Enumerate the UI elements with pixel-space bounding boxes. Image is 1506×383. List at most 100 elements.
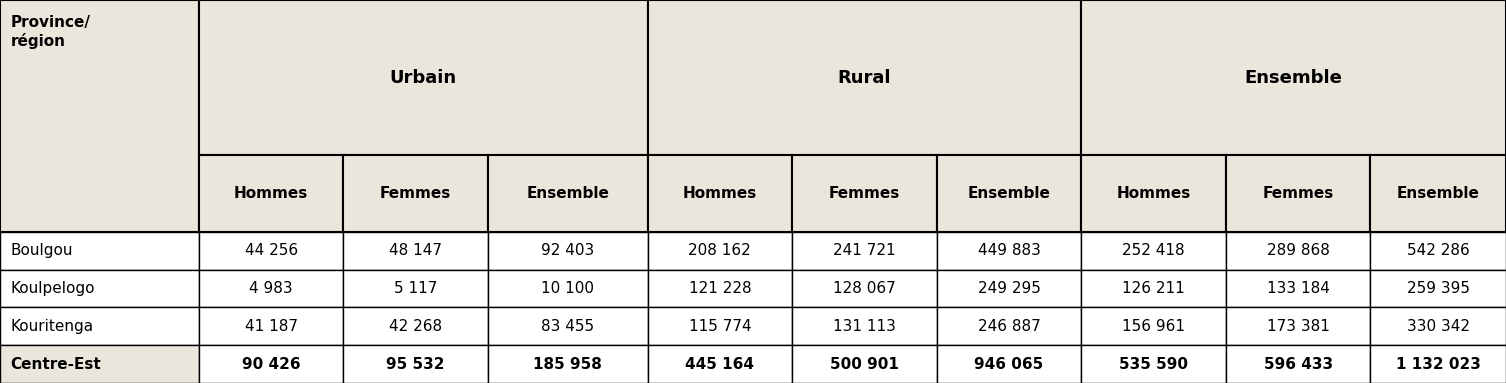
Text: Hommes: Hommes [233, 186, 309, 201]
Text: 246 887: 246 887 [977, 319, 1041, 334]
Bar [1081, 345, 1226, 383]
Text: 41 187: 41 187 [244, 319, 298, 334]
Bar [199, 345, 343, 383]
Text: Urbain: Urbain [390, 69, 456, 87]
Text: 126 211: 126 211 [1122, 281, 1185, 296]
Bar [1370, 232, 1506, 270]
Text: 128 067: 128 067 [833, 281, 896, 296]
Bar [199, 0, 648, 155]
Text: Centre-Est: Centre-Est [11, 357, 101, 372]
Bar [488, 232, 648, 270]
Bar [1370, 345, 1506, 383]
Text: Boulgou: Boulgou [11, 243, 74, 258]
Bar [343, 270, 488, 307]
Text: Ensemble: Ensemble [967, 186, 1051, 201]
Bar [1081, 155, 1226, 232]
Bar [199, 307, 343, 345]
Bar [1226, 270, 1370, 307]
Text: Province/
région: Province/ région [11, 15, 90, 49]
Bar [488, 345, 648, 383]
Bar [792, 155, 937, 232]
Text: Kouritenga: Kouritenga [11, 319, 93, 334]
Text: 330 342: 330 342 [1407, 319, 1470, 334]
Text: 500 901: 500 901 [830, 357, 899, 372]
Text: Femmes: Femmes [1262, 186, 1334, 201]
Text: 241 721: 241 721 [833, 243, 896, 258]
Text: 249 295: 249 295 [977, 281, 1041, 296]
Text: 42 268: 42 268 [389, 319, 443, 334]
Text: Ensemble: Ensemble [526, 186, 610, 201]
Bar [199, 232, 343, 270]
Bar [343, 307, 488, 345]
Bar [199, 270, 343, 307]
Text: 259 395: 259 395 [1407, 281, 1470, 296]
Bar [937, 307, 1081, 345]
Bar [1081, 270, 1226, 307]
Text: 90 426: 90 426 [242, 357, 300, 372]
Bar [648, 232, 792, 270]
Bar [648, 345, 792, 383]
Bar [0, 0, 199, 232]
Text: 92 403: 92 403 [541, 243, 595, 258]
Bar [937, 232, 1081, 270]
Text: 946 065: 946 065 [974, 357, 1044, 372]
Text: 173 381: 173 381 [1267, 319, 1330, 334]
Bar [0, 345, 199, 383]
Text: 131 113: 131 113 [833, 319, 896, 334]
Text: 208 162: 208 162 [688, 243, 751, 258]
Bar [488, 307, 648, 345]
Bar [199, 155, 343, 232]
Text: Ensemble: Ensemble [1396, 186, 1480, 201]
Bar [937, 345, 1081, 383]
Text: 115 774: 115 774 [688, 319, 751, 334]
Bar [343, 345, 488, 383]
Bar [1370, 307, 1506, 345]
Bar [1370, 155, 1506, 232]
Text: 445 164: 445 164 [685, 357, 755, 372]
Bar [648, 307, 792, 345]
Text: Femmes: Femmes [828, 186, 901, 201]
Bar [792, 270, 937, 307]
Text: 48 147: 48 147 [389, 243, 443, 258]
Text: Koulpelogo: Koulpelogo [11, 281, 95, 296]
Text: 449 883: 449 883 [977, 243, 1041, 258]
Text: Ensemble: Ensemble [1245, 69, 1342, 87]
Bar [937, 155, 1081, 232]
Text: Femmes: Femmes [380, 186, 452, 201]
Bar [1226, 232, 1370, 270]
Bar [648, 0, 1081, 155]
Bar [343, 155, 488, 232]
Text: 156 961: 156 961 [1122, 319, 1185, 334]
Text: 95 532: 95 532 [387, 357, 444, 372]
Text: 10 100: 10 100 [541, 281, 595, 296]
Bar [488, 155, 648, 232]
Text: Rural: Rural [837, 69, 892, 87]
Bar [1081, 232, 1226, 270]
Bar [1226, 307, 1370, 345]
Text: 252 418: 252 418 [1122, 243, 1185, 258]
Bar [648, 155, 792, 232]
Bar [0, 232, 199, 270]
Bar [488, 270, 648, 307]
Bar [792, 345, 937, 383]
Text: 596 433: 596 433 [1264, 357, 1333, 372]
Bar [1081, 0, 1506, 155]
Bar [1081, 307, 1226, 345]
Bar [792, 232, 937, 270]
Bar [937, 270, 1081, 307]
Text: 542 286: 542 286 [1407, 243, 1470, 258]
Text: Hommes: Hommes [682, 186, 758, 201]
Text: 535 590: 535 590 [1119, 357, 1188, 372]
Text: 44 256: 44 256 [244, 243, 298, 258]
Text: 83 455: 83 455 [541, 319, 595, 334]
Text: 289 868: 289 868 [1267, 243, 1330, 258]
Bar [792, 307, 937, 345]
Text: 4 983: 4 983 [250, 281, 292, 296]
Text: 121 228: 121 228 [688, 281, 751, 296]
Bar [0, 307, 199, 345]
Bar [343, 232, 488, 270]
Bar [648, 270, 792, 307]
Text: Hommes: Hommes [1116, 186, 1191, 201]
Bar [1226, 155, 1370, 232]
Bar [1370, 270, 1506, 307]
